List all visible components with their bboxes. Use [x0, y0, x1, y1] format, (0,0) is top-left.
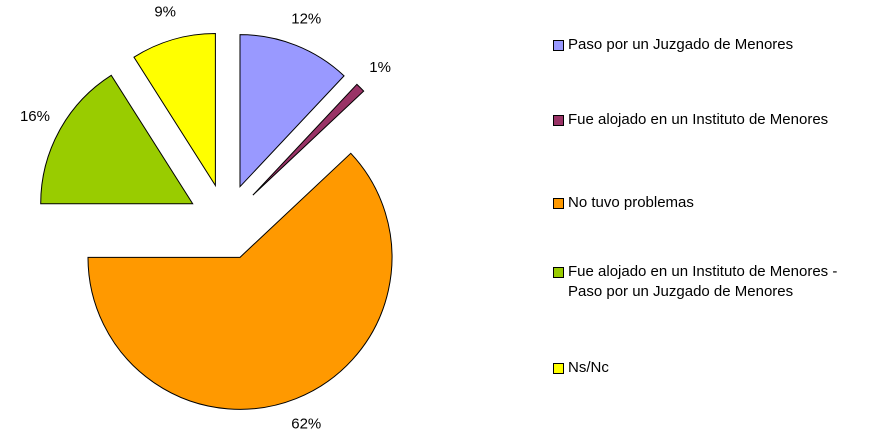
- legend-item: Fue alojado en un Instituto de Menores -…: [553, 262, 873, 302]
- legend-item: Paso por un Juzgado de Menores: [553, 35, 873, 55]
- legend-item: Ns/Nc: [553, 358, 873, 378]
- legend-label: No tuvo problemas: [568, 194, 694, 211]
- legend-item: Fue alojado en un Instituto de Menores: [553, 110, 873, 130]
- legend-label: Ns/Nc: [568, 359, 609, 376]
- legend-swatch: [553, 40, 564, 51]
- slice-label: 9%: [154, 4, 176, 21]
- legend-label: Fue alojado en un Instituto de Menores: [568, 111, 829, 128]
- pie-slice: [133, 33, 216, 188]
- slice-label: 1%: [369, 59, 391, 76]
- legend-item: No tuvo problemas: [553, 193, 873, 213]
- legend-label: Paso por un Juzgado de Menores: [568, 36, 794, 53]
- pie-slice: [40, 74, 194, 205]
- slice-label: 12%: [291, 10, 321, 27]
- pie-slice: [239, 34, 345, 188]
- pie-slice: [87, 152, 393, 410]
- slice-label: 62%: [291, 416, 321, 432]
- legend-label: Fue alojado en un Instituto de Menores -…: [568, 263, 838, 300]
- legend-swatch: [553, 115, 564, 126]
- legend-swatch: [553, 363, 564, 374]
- legend-swatch: [553, 198, 564, 209]
- pie-slice: [252, 83, 365, 196]
- legend-swatch: [553, 267, 564, 278]
- slice-label: 16%: [20, 108, 50, 125]
